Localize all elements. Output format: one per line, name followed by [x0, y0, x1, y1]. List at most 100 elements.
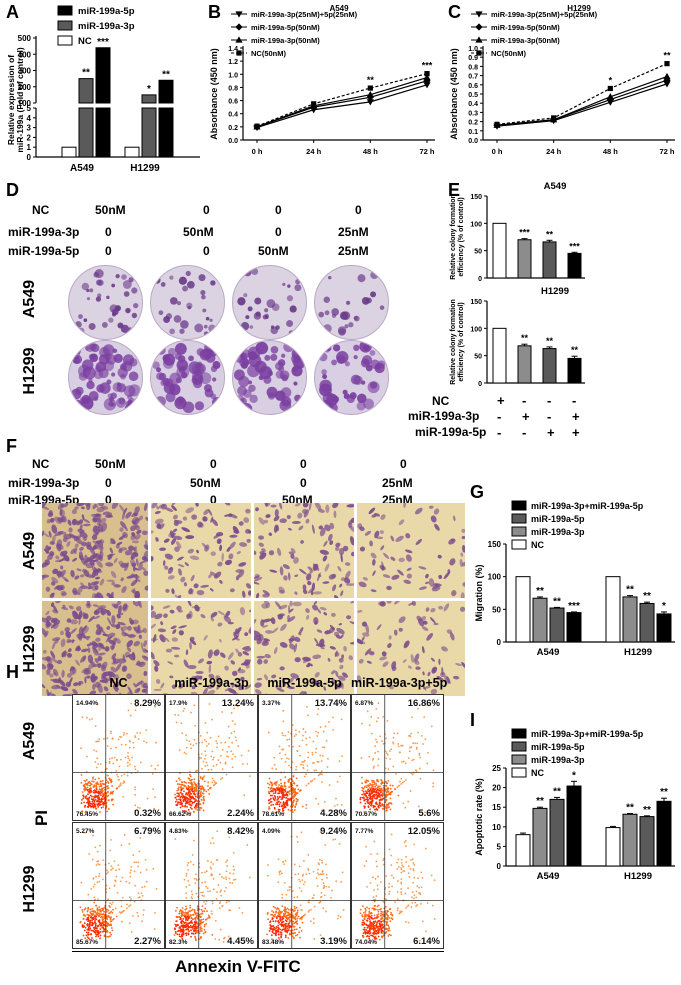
facs-quadrant-value: 14.94%	[76, 700, 98, 707]
y-tick-label: 0.4	[468, 101, 478, 108]
y-tick-label: 0.2	[468, 120, 478, 127]
data-point	[366, 99, 374, 106]
bar	[639, 602, 655, 643]
y-axis-label: miR-199a (Fold of control)	[15, 47, 25, 152]
facs-quadrant-value: 70.67%	[355, 811, 377, 818]
facs-scatter: 6.87% 16.86% 70.67% 5.6%	[352, 695, 443, 820]
facs-quadrant-value: 83.48%	[262, 939, 284, 946]
legend-swatch	[511, 741, 527, 752]
data-point	[663, 72, 671, 80]
x-tick-label: A549	[537, 647, 560, 658]
panel-label-c: C	[448, 2, 461, 22]
series-line	[256, 73, 428, 127]
bar	[158, 107, 174, 158]
x-tick-label: 0 h	[492, 147, 503, 156]
facs-xaxis-line	[72, 951, 444, 952]
x-tick-label: 72 h	[419, 147, 434, 156]
legend-swatch	[511, 767, 527, 778]
y-tick-label: 0.8	[228, 85, 238, 92]
colony-dish-art	[233, 341, 306, 414]
facs-quadrant-value: 6.79%	[134, 826, 161, 837]
colony-dish	[150, 265, 225, 340]
chart-b-a549-growth: A549 0.0 0.2 0.4 0.6 0.8 1.0 1.2 1.4 0 h 24 h 48 h 7…	[209, 4, 435, 156]
y-tick-label: 0.1	[468, 129, 478, 136]
series-line	[256, 84, 428, 129]
transwell-image-art	[357, 503, 465, 598]
colony-dish	[314, 265, 389, 340]
legend-label: miR-199a-3p	[531, 527, 585, 537]
y-tick-label: 1.4	[228, 46, 238, 53]
transwell-image	[151, 503, 251, 598]
y-tick-label: 0	[478, 276, 482, 283]
facs-scatter: 5.27% 6.79% 85.67% 2.27%	[73, 823, 164, 948]
facs-quadrant-value: 13.24%	[222, 698, 255, 709]
e-table-sign: -	[497, 425, 502, 440]
cell: 0	[203, 244, 210, 258]
e-table-sign: -	[572, 393, 577, 408]
data-point	[664, 61, 670, 67]
significance-label: **	[546, 336, 554, 346]
significance-label: **	[571, 345, 579, 355]
row-label-nc: NC	[32, 203, 50, 217]
legend-swatch	[57, 35, 73, 46]
significance-label: ***	[568, 601, 580, 612]
y-tick-label: 100	[488, 573, 502, 582]
legend-marker	[475, 23, 483, 31]
row-label-h1299-d: H1299	[21, 347, 38, 395]
cell: 25nM	[338, 244, 369, 258]
legend-label: NC	[78, 36, 92, 47]
x-tick-label: 48 h	[363, 147, 378, 156]
facs-xlabel: Annexin V-FITC	[175, 957, 301, 976]
significance-label: **	[546, 229, 554, 239]
transwell-image-art	[254, 601, 354, 696]
significance-label: **	[553, 786, 561, 797]
transwell-image-art	[357, 601, 465, 695]
y-axis-label: Relative colony formation	[450, 194, 457, 280]
series-line	[256, 76, 428, 128]
bar	[61, 146, 77, 158]
panel-label-a: A	[6, 2, 19, 22]
y-tick-label: 0	[27, 153, 32, 162]
y-tick-label: 0.0	[228, 138, 238, 145]
cell: 0	[275, 203, 282, 217]
facs-quadrant-value: 12.05%	[408, 826, 441, 837]
legend-label: NC(50nM)	[251, 49, 287, 58]
legend-marker	[475, 36, 483, 43]
cell: 50nM	[183, 225, 214, 239]
y-tick-label: 0.7	[468, 74, 478, 81]
cell: 50nM	[95, 203, 126, 217]
row-label-h1299-h: H1299	[21, 865, 38, 913]
x-tick-label: H1299	[130, 163, 160, 174]
bar	[549, 607, 565, 643]
significance-label: *	[609, 75, 613, 85]
colony-dish-art	[152, 341, 223, 414]
bar	[515, 834, 531, 867]
bar	[567, 357, 582, 384]
facs-column-header: miR-199a-5p	[267, 676, 342, 690]
chart-title: A549	[544, 181, 567, 192]
legend-marker	[235, 11, 243, 18]
facs-plot: 14.94% 8.29% 76.45% 0.32%	[72, 694, 165, 821]
facs-plot: 7.77% 12.05% 74.04% 6.14%	[351, 822, 444, 949]
legend-swatch	[511, 728, 527, 739]
series-line	[496, 63, 668, 125]
facs-quadrant-value: 8.29%	[134, 698, 161, 709]
facs-quadrant-value: 9.24%	[320, 826, 347, 837]
facs-plot: 17.9% 13.24% 66.62% 2.24%	[165, 694, 258, 821]
legend-label: miR-199a-3p	[531, 755, 585, 765]
y-tick-label: 0.8	[468, 64, 478, 71]
e-row-nc: NC	[432, 394, 450, 408]
x-tick-label: 24 h	[306, 147, 321, 156]
bar	[517, 239, 532, 279]
colony-dish	[150, 340, 225, 415]
legend-label: miR-199a-5p	[531, 742, 585, 752]
data-point	[607, 85, 613, 92]
legend-label: NC(50nM)	[491, 49, 527, 58]
y-tick-label: 50	[492, 605, 501, 614]
significance-label: **	[553, 596, 561, 607]
bar	[566, 785, 582, 867]
y-tick-label: 1	[27, 143, 32, 152]
facs-quadrant-value: 78.61%	[262, 811, 284, 818]
facs-quadrant-value: 4.83%	[169, 828, 188, 835]
facs-plot: 6.87% 16.86% 70.67% 5.6%	[351, 694, 444, 821]
